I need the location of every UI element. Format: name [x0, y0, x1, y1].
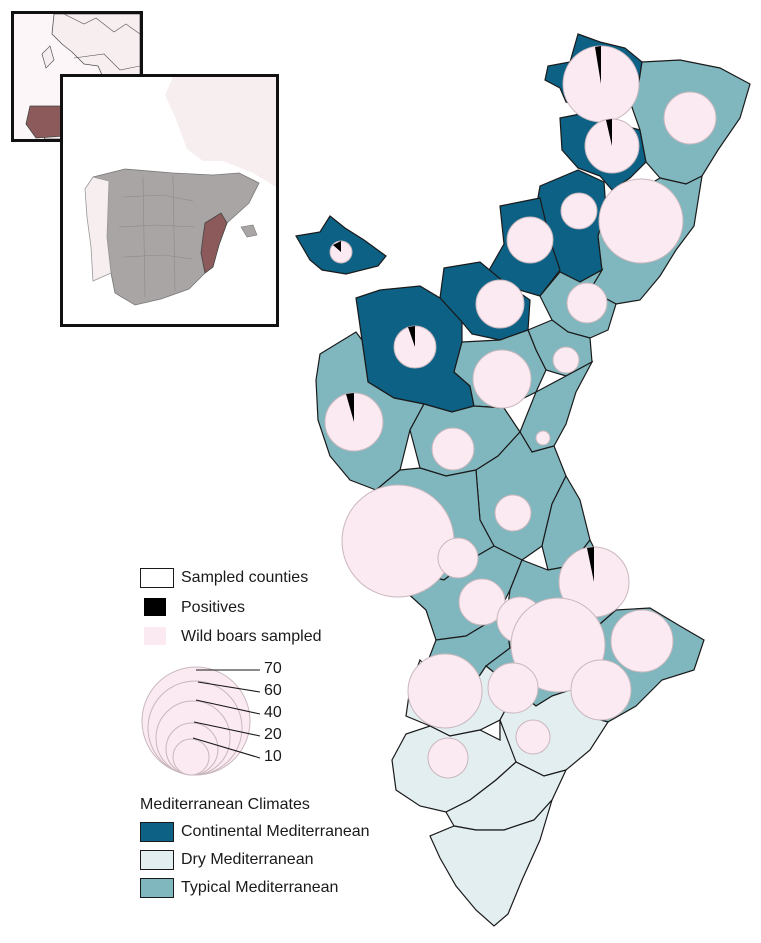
size-label-60: 60: [264, 682, 282, 699]
dry-label: Dry Mediterranean: [181, 851, 314, 868]
wild-boars-swatch: [144, 627, 166, 645]
size-label-40: 40: [264, 704, 282, 721]
size-label-10: 10: [264, 748, 282, 765]
sample-circles: [324, 45, 717, 779]
positives-swatch: [144, 598, 166, 616]
continental-swatch: [140, 822, 174, 842]
continental-label: Continental Mediterranean: [181, 823, 370, 840]
wild-boars-label: Wild boars sampled: [181, 628, 322, 645]
typical-swatch: [140, 878, 174, 898]
size-legend-leaders: [192, 669, 261, 759]
positive-wedges: [333, 46, 612, 582]
sampled-counties-swatch: [140, 568, 174, 588]
size-label-70: 70: [264, 660, 282, 677]
dry-swatch: [140, 850, 174, 870]
typical-label: Typical Mediterranean: [181, 879, 339, 896]
spain-inset-map: [63, 77, 276, 324]
spain-inset: [60, 74, 279, 327]
size-legend-circles: [141, 666, 251, 776]
size-label-20: 20: [264, 726, 282, 743]
climates-title-label: Mediterranean Climates: [140, 796, 310, 813]
dry-zone: [391, 658, 609, 927]
sampled-counties-label: Sampled counties: [181, 569, 309, 586]
positives-label: Positives: [181, 599, 246, 616]
climates-title: Mediterranean Climates: [140, 796, 310, 814]
